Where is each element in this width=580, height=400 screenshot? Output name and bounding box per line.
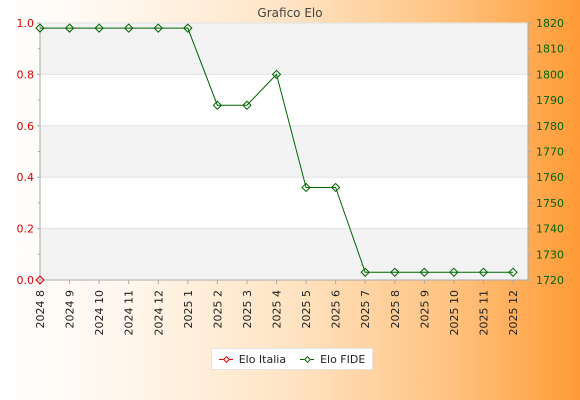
data-point-elo-fide (242, 100, 252, 110)
tick-label-x: 2025 1 (182, 290, 195, 329)
series-layer (35, 23, 518, 285)
tick-label-x: 2024 8 (34, 290, 47, 329)
data-point-elo-italia (35, 275, 45, 285)
tick-label-right: 1740 (536, 223, 564, 236)
series-line-elo-fide (40, 27, 513, 273)
legend-entry-elo-italia: Elo Italia (218, 352, 287, 366)
grid-band (40, 228, 528, 280)
data-point-elo-fide (271, 69, 282, 80)
data-point-elo-fide (64, 23, 75, 33)
legend-label-elo-italia: Elo Italia (238, 352, 287, 366)
tick-label-x: 2025 10 (448, 290, 461, 336)
tick-label-left: 0.2 (17, 223, 35, 236)
data-point-elo-fide (183, 23, 193, 33)
tick-label-left: 0.0 (17, 274, 35, 287)
plot-background (40, 22, 528, 281)
grid-band (40, 125, 528, 178)
data-point-elo-fide (94, 23, 104, 33)
data-point-elo-fide (478, 267, 489, 277)
legend-entry-elo-fide: Elo FIDE (300, 353, 365, 366)
tick-label-left: 0.4 (17, 171, 35, 184)
tick-label-right: 1820 (536, 17, 564, 30)
legend: Elo Italia Elo FIDE (211, 348, 373, 370)
grid-band (40, 23, 528, 75)
legend-label-elo-fide: Elo FIDE (320, 352, 366, 366)
tick-label-right: 1760 (536, 171, 564, 184)
tick-label-right: 1750 (536, 197, 564, 210)
tick-label-right: 1810 (536, 43, 564, 56)
tick-label-x: 2025 11 (477, 290, 490, 336)
tick-label-x: 2025 8 (389, 290, 402, 329)
tick-label-right: 1730 (536, 248, 564, 261)
tick-label-x: 2025 5 (300, 290, 313, 329)
data-point-elo-fide (449, 267, 459, 277)
tick-label-x: 2025 4 (271, 290, 284, 329)
legend-swatch-elo-italia (218, 355, 233, 363)
tick-label-right: 1770 (536, 146, 564, 159)
data-point-elo-fide (123, 23, 134, 33)
data-point-elo-fide (330, 182, 341, 193)
chart-title: Grafico Elo (257, 6, 322, 20)
data-point-elo-fide (508, 267, 518, 277)
data-point-elo-fide (390, 267, 400, 277)
tick-label-right: 1720 (536, 274, 564, 287)
legend-swatch-elo-fide (300, 355, 315, 363)
tick-label-right: 1800 (536, 68, 564, 81)
tick-label-x: 2025 2 (211, 290, 224, 329)
tick-label-right: 1790 (536, 94, 564, 107)
data-point-elo-fide (360, 267, 370, 277)
data-point-elo-fide (35, 23, 45, 33)
data-point-elo-fide (419, 267, 430, 277)
tick-label-left: 1.0 (17, 17, 35, 30)
tick-label-x: 2025 12 (507, 290, 520, 336)
tick-label-x: 2024 11 (123, 290, 136, 336)
tick-label-x: 2024 10 (93, 290, 106, 336)
tick-label-x: 2025 3 (241, 290, 254, 329)
tick-label-x: 2025 9 (418, 290, 431, 329)
data-point-elo-fide (153, 23, 163, 33)
data-point-elo-fide (212, 100, 223, 110)
right-axis-ticks: 1720 1730 1740 1750 1760 1770 1780 1790 1800 1810… (528, 17, 564, 287)
tick-label-x: 2025 7 (359, 290, 372, 329)
tick-label-x: 2025 6 (330, 290, 343, 329)
data-point-elo-fide (301, 182, 311, 193)
left-axis-ticks: 0.0 0.2 0.4 0.6 0.8 1.0 (17, 17, 40, 287)
tick-label-x: 2024 9 (64, 290, 77, 329)
tick-label-x: 2024 12 (152, 290, 165, 336)
tick-label-right: 1780 (536, 120, 564, 133)
tick-label-left: 0.6 (17, 120, 35, 133)
tick-label-left: 0.8 (17, 68, 35, 81)
